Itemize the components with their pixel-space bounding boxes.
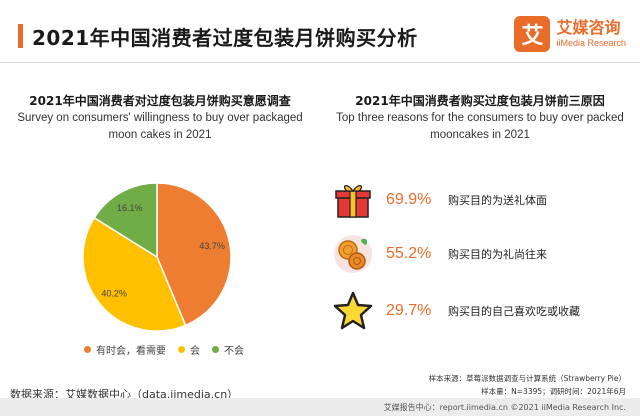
pie-label-3: 16.1% (117, 203, 143, 213)
brand-subtitle: iiMedia Research (556, 38, 626, 48)
data-source: 数据来源：艾媒数据中心（data.iimedia.cn） (10, 388, 239, 401)
pie-legend: 有时会，看需要 会 不会 (84, 342, 256, 357)
pie-label-2: 40.2% (101, 288, 127, 298)
reason-1-percent: 69.9% (386, 191, 432, 208)
footer-bar (0, 398, 640, 416)
pie-slice-1 (156, 182, 232, 327)
mooncake-icon (330, 231, 376, 277)
legend-label-3: 不会 (224, 346, 244, 357)
pie-title-zh: 2021年中国消费者对过度包装月饼购买意愿调查 (29, 94, 291, 108)
brand-logo: 艾 艾媒咨询 iiMedia Research (514, 16, 626, 52)
pie-slice-3 (93, 182, 158, 259)
legend-label-2: 会 (190, 346, 200, 357)
brand-mark-icon: 艾 (514, 16, 551, 52)
sample-notes: 样本来源：草莓派数据调查与计算系统（Strawberry Pie） 样本量：N=… (429, 372, 626, 398)
reasons-title-zh: 2021年中国消费者购买过度包装月饼前三原因 (355, 94, 605, 108)
pie-label-1: 43.7% (199, 241, 225, 251)
legend-item-3: 不会 (212, 342, 244, 357)
reason-1-text: 购买目的为送礼体面 (448, 194, 547, 207)
reasons-title-en: Top three reasons for the consumers to b… (336, 112, 624, 141)
legend-swatch-2 (178, 346, 185, 353)
reason-2-percent: 55.2% (386, 245, 432, 262)
gift-icon (330, 177, 376, 223)
reason-row-3: 29.7% 购买目的自己喜欢吃或收藏 (330, 291, 580, 331)
reason-2-text: 购买目的为礼尚往来 (448, 248, 547, 261)
reason-row-1: 69.9% 购买目的为送礼体面 (330, 180, 547, 220)
pie-title-en: Survey on consumers' willingness to buy … (17, 112, 303, 141)
sample-source: 样本来源：草莓派数据调查与计算系统（Strawberry Pie） (428, 374, 626, 383)
legend-item-2: 会 (178, 342, 200, 357)
pie-slice-2 (82, 216, 187, 332)
header-divider (0, 62, 640, 63)
page-title: 2021年中国消费者过度包装月饼购买分析 (32, 26, 418, 50)
reason-3-text: 购买目的自己喜欢吃或收藏 (448, 305, 580, 318)
reason-3-percent: 29.7% (386, 302, 432, 319)
title-accent-bar (18, 24, 23, 48)
legend-item-1: 有时会，看需要 (84, 342, 166, 357)
reasons-title: 2021年中国消费者购买过度包装月饼前三原因 Top three reasons… (330, 92, 630, 144)
sample-size: 样本量：N=3395；调研时间：2021年6月 (481, 387, 626, 396)
legend-label-1: 有时会，看需要 (96, 346, 166, 357)
reason-row-2: 55.2% 购买目的为礼尚往来 (330, 234, 547, 274)
brand-name: 艾媒咨询 (556, 18, 621, 37)
pie-chart-title: 2021年中国消费者对过度包装月饼购买意愿调查 Survey on consum… (10, 92, 310, 144)
legend-swatch-3 (212, 346, 219, 353)
legend-swatch-1 (84, 346, 91, 353)
footer-copyright: 艾媒报告中心：report.iimedia.cn ©2021 iiMedia R… (383, 403, 626, 412)
star-icon (330, 288, 376, 334)
brand-text: 艾媒咨询 iiMedia Research (556, 19, 626, 49)
